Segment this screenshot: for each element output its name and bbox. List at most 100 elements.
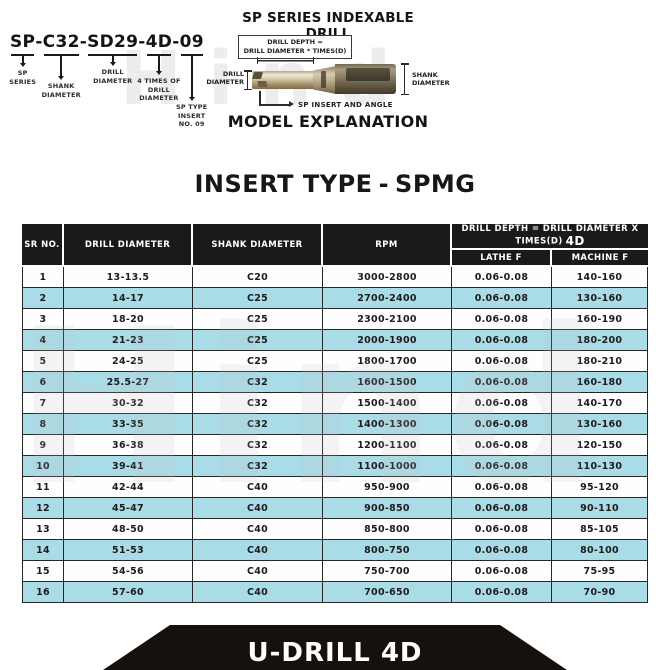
- cell-sr-no: 2: [22, 288, 64, 309]
- cell-drill-diameter: 24-25: [64, 351, 193, 372]
- cell-drill-diameter: 33-35: [64, 414, 193, 435]
- cell-machine-f: 130-160: [552, 288, 648, 309]
- cell-sr-no: 14: [22, 540, 64, 561]
- section-title-main: INSERT TYPE: [194, 170, 373, 198]
- cell-lathe-f: 0.06-0.08: [452, 519, 552, 540]
- cell-sr-no: 8: [22, 414, 64, 435]
- cell-machine-f: 140-170: [552, 393, 648, 414]
- cell-shank-diameter: C25: [193, 288, 323, 309]
- cell-machine-f: 140-160: [552, 267, 648, 288]
- cell-shank-diameter: C40: [193, 561, 323, 582]
- cell-drill-diameter: 21-23: [64, 330, 193, 351]
- arrow-down-icon: [58, 76, 65, 81]
- code-underline: [180, 54, 203, 57]
- code-underline: [43, 54, 79, 57]
- cell-drill-diameter: 54-56: [64, 561, 193, 582]
- cell-sr-no: 7: [22, 393, 64, 414]
- arrow-right-icon: [289, 101, 294, 107]
- cell-sr-no: 1: [22, 267, 64, 288]
- cell-shank-diameter: C25: [193, 309, 323, 330]
- shank-diameter-label: SHANK DIAMETER: [412, 71, 450, 88]
- insert-callout-line: [259, 104, 289, 106]
- insert-note: SP INSERT AND ANGLE: [298, 101, 393, 109]
- cell-sr-no: 13: [22, 519, 64, 540]
- spmg-data-table: SR NO. DRILL DIAMETER SHANK DIAMETER RPM…: [22, 224, 648, 603]
- arrow-down-icon: [155, 71, 162, 76]
- cell-rpm: 1800-1700: [323, 351, 452, 372]
- cell-shank-diameter: C40: [193, 540, 323, 561]
- code-segment-sp: SP SP SERIES: [9, 32, 36, 86]
- cell-rpm: 1200-1100: [323, 435, 452, 456]
- code-label: SP TYPE INSERT NO. 09: [175, 103, 208, 129]
- cell-rpm: 1100-1000: [323, 456, 452, 477]
- cell-drill-diameter: 45-47: [64, 498, 193, 519]
- cell-sr-no: 4: [22, 330, 64, 351]
- cell-machine-f: 95-120: [552, 477, 648, 498]
- cell-lathe-f: 0.06-0.08: [452, 540, 552, 561]
- depth-dimension-line: [257, 57, 314, 64]
- cell-shank-diameter: C40: [193, 477, 323, 498]
- code-label: SHANK DIAMETER: [41, 82, 81, 99]
- code-dash: -: [138, 32, 146, 52]
- collar-brand-print: [321, 71, 326, 88]
- cell-rpm: 850-800: [323, 519, 452, 540]
- table-row: 3 18-20 C25 2300-2100 0.06-0.08 160-190: [22, 309, 648, 330]
- code-dash: -: [172, 32, 180, 52]
- table-row: 9 36-38 C32 1200-1100 0.06-0.08 120-150: [22, 435, 648, 456]
- shank-diameter-bracket: [401, 63, 409, 95]
- drill-flute-graphic: [252, 71, 316, 89]
- header-lathe-f: LATHE F: [452, 250, 552, 267]
- cell-machine-f: 85-105: [552, 519, 648, 540]
- cell-sr-no: 16: [22, 582, 64, 603]
- cell-rpm: 900-850: [323, 498, 452, 519]
- code-text: C32: [42, 32, 80, 52]
- table-row: 7 30-32 C32 1500-1400 0.06-0.08 140-170: [22, 393, 648, 414]
- banner-title: U-DRILL 4D: [247, 637, 423, 668]
- table-row: 15 54-56 C40 750-700 0.06-0.08 75-95: [22, 561, 648, 582]
- table-row: 1 13-13.5 C20 3000-2800 0.06-0.08 140-160: [22, 267, 648, 288]
- cell-sr-no: 11: [22, 477, 64, 498]
- section-title: INSERT TYPE - SPMG: [0, 170, 670, 198]
- code-label: SP SERIES: [9, 69, 37, 86]
- cell-drill-diameter: 39-41: [64, 456, 193, 477]
- cell-lathe-f: 0.06-0.08: [452, 330, 552, 351]
- insert-pocket-graphic: [257, 81, 268, 87]
- cell-drill-diameter: 42-44: [64, 477, 193, 498]
- section-title-separator: -: [378, 170, 390, 198]
- cell-drill-diameter: 57-60: [64, 582, 193, 603]
- cell-shank-diameter: C32: [193, 456, 323, 477]
- code-label: 4 TIMES OF DRILL DIAMETER: [137, 77, 181, 103]
- cell-rpm: 2000-1900: [323, 330, 452, 351]
- code-segment-09: 09 SP TYPE INSERT NO. 09: [176, 32, 207, 128]
- cell-rpm: 800-750: [323, 540, 452, 561]
- cell-lathe-f: 0.06-0.08: [452, 582, 552, 603]
- header-sr-no: SR NO.: [22, 224, 64, 267]
- cell-lathe-f: 0.06-0.08: [452, 351, 552, 372]
- cell-shank-diameter: C32: [193, 435, 323, 456]
- cell-machine-f: 80-100: [552, 540, 648, 561]
- cell-lathe-f: 0.06-0.08: [452, 372, 552, 393]
- cell-shank-diameter: C40: [193, 519, 323, 540]
- cell-sr-no: 9: [22, 435, 64, 456]
- header-drill-depth-text: DRILL DEPTH = DRILL DIAMETER X TIMES(D): [461, 224, 639, 247]
- drill-diameter-label: DRILL DIAMETER: [206, 70, 244, 87]
- cell-drill-diameter: 48-50: [64, 519, 193, 540]
- cell-shank-diameter: C25: [193, 330, 323, 351]
- cell-rpm: 700-650: [323, 582, 452, 603]
- shank-flat-graphic: [346, 68, 390, 81]
- cell-machine-f: 90-110: [552, 498, 648, 519]
- cell-rpm: 1500-1400: [323, 393, 452, 414]
- cell-rpm: 2300-2100: [323, 309, 452, 330]
- table-row: 4 21-23 C25 2000-1900 0.06-0.08 180-200: [22, 330, 648, 351]
- header-machine-f: MACHINE F: [552, 250, 648, 267]
- insert-pocket-graphic: [252, 72, 263, 79]
- code-text: SP: [10, 32, 36, 52]
- cell-rpm: 3000-2800: [323, 267, 452, 288]
- code-text: 4D: [145, 32, 173, 52]
- cell-lathe-f: 0.06-0.08: [452, 435, 552, 456]
- cell-lathe-f: 0.06-0.08: [452, 414, 552, 435]
- cell-rpm: 750-700: [323, 561, 452, 582]
- cell-machine-f: 130-160: [552, 414, 648, 435]
- drill-diameter-bracket: [244, 70, 252, 90]
- cell-machine-f: 110-130: [552, 456, 648, 477]
